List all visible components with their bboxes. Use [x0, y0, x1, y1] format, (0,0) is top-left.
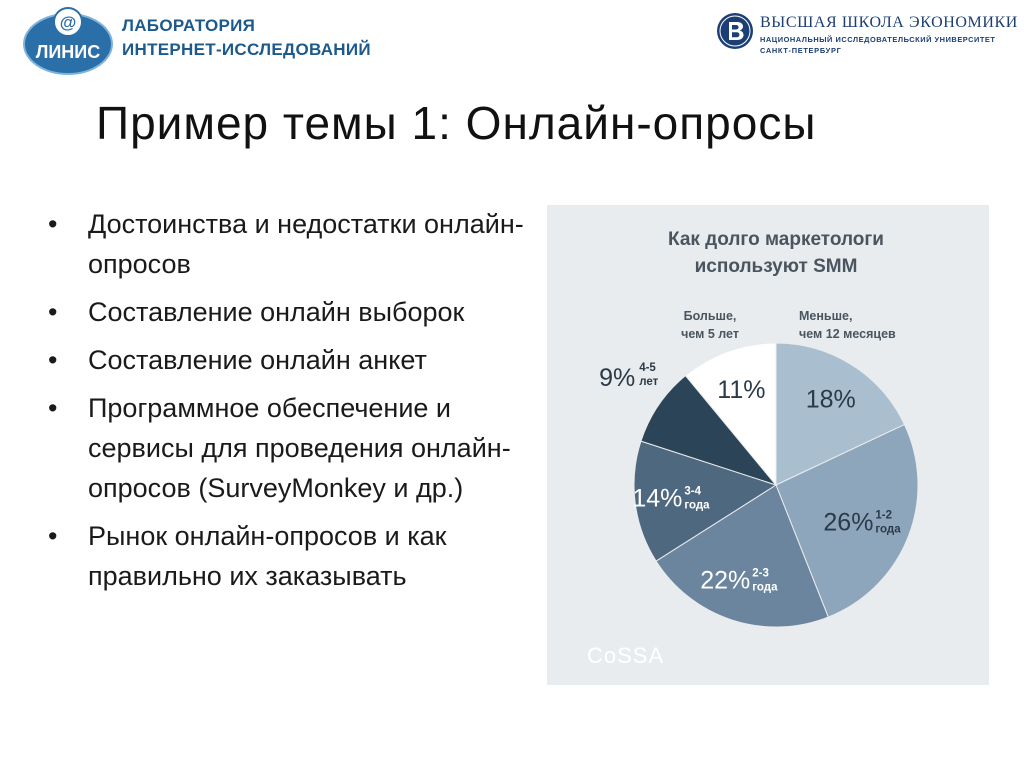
chart-title-line1: Как долго маркетологи	[668, 229, 884, 250]
pie-category-label: 4-5	[639, 362, 656, 374]
pie-slice	[775, 342, 906, 486]
pie-category-label: Меньше,	[799, 309, 852, 323]
pie-slice	[775, 423, 919, 618]
linis-badge-text: ЛИНИС	[36, 42, 101, 62]
pie-category-label: Больше,	[684, 309, 737, 323]
pie-category-label: года	[875, 524, 901, 536]
hse-emblem-icon	[717, 13, 753, 49]
hse-city: САНКТ-ПЕТЕРБУРГ	[760, 46, 842, 55]
pie-category-label: 3-4	[684, 485, 701, 497]
bullet-item: • Составление онлайн выборок	[48, 292, 538, 332]
bullet-text: Рынок онлайн-опросов и как правильно их …	[88, 521, 447, 591]
pie-category-label: года	[752, 582, 778, 594]
bullet-dot: •	[48, 345, 58, 375]
bullet-text: Достоинства и недостатки онлайн-опросов	[88, 209, 524, 279]
bullet-dot: •	[48, 393, 58, 423]
chart-source-logo: CoSSA	[587, 643, 664, 668]
pie-category-label: чем 12 месяцев	[799, 327, 896, 341]
linis-name-line1: ЛАБОРАТОРИЯ	[122, 16, 256, 35]
bullet-item: • Составление онлайн анкет	[48, 340, 538, 380]
pie-value-label: 14%	[632, 484, 682, 512]
svg-text:@: @	[60, 13, 77, 32]
pie-category-label: 1-2	[875, 510, 892, 522]
pie-value-label: 22%	[700, 567, 750, 595]
hse-subtitle: НАЦИОНАЛЬНЫЙ ИССЛЕДОВАТЕЛЬСКИЙ УНИВЕРСИТ…	[760, 35, 996, 44]
bullet-list: • Достоинства и недостатки онлайн-опросов…	[48, 204, 538, 604]
pie-category-label: лет	[639, 376, 658, 388]
bullet-dot: •	[48, 521, 58, 551]
hse-name: ВЫСШАЯ ШКОЛА ЭКОНОМИКИ	[760, 14, 1018, 31]
bullet-text: Программное обеспечение и сервисы для пр…	[88, 393, 511, 503]
pie-slice	[684, 342, 777, 487]
pie-chart-card: Как долго маркетологи используют SMM 18%…	[547, 205, 989, 685]
bullet-dot: •	[48, 297, 58, 327]
pie-slice	[633, 440, 778, 562]
pie-value-label: 18%	[806, 386, 856, 414]
pie-slice	[640, 374, 778, 487]
pie-chart: Как долго маркетологи используют SMM 18%…	[587, 229, 919, 668]
pie-value-label: 9%	[599, 364, 635, 392]
hse-logo: ВЫСШАЯ ШКОЛА ЭКОНОМИКИ НАЦИОНАЛЬНЫЙ ИССЛ…	[716, 10, 1018, 60]
linis-logo: @ ЛИНИС ЛАБОРАТОРИЯ ИНТЕРНЕТ-ИССЛЕДОВАНИ…	[22, 6, 402, 76]
bullet-item: • Рынок онлайн-опросов и как правильно их…	[48, 516, 538, 596]
bullet-item: • Программное обеспечение и сервисы для п…	[48, 388, 538, 508]
pie-slice	[655, 484, 829, 628]
bullet-item: • Достоинства и недостатки онлайн-опросов	[48, 204, 538, 284]
linis-name-line2: ИНТЕРНЕТ-ИССЛЕДОВАНИЙ	[122, 40, 371, 59]
slide-title: Пример темы 1: Онлайн-опросы	[96, 97, 817, 149]
pie-value-label: 11%	[717, 376, 765, 404]
linis-badge-icon: @ ЛИНИС	[23, 7, 113, 75]
pie-category-label: 2-3	[752, 568, 769, 580]
bullet-text: Составление онлайн выборок	[88, 297, 465, 327]
bullet-dot: •	[48, 209, 58, 239]
bullet-text: Составление онлайн анкет	[88, 345, 427, 375]
chart-title-line2: используют SMM	[695, 256, 858, 277]
pie-category-label: чем 5 лет	[681, 327, 739, 341]
pie-value-label: 26%	[823, 509, 873, 537]
pie-category-label: года	[684, 499, 710, 511]
linis-name: ЛАБОРАТОРИЯ ИНТЕРНЕТ-ИССЛЕДОВАНИЙ	[122, 14, 371, 62]
